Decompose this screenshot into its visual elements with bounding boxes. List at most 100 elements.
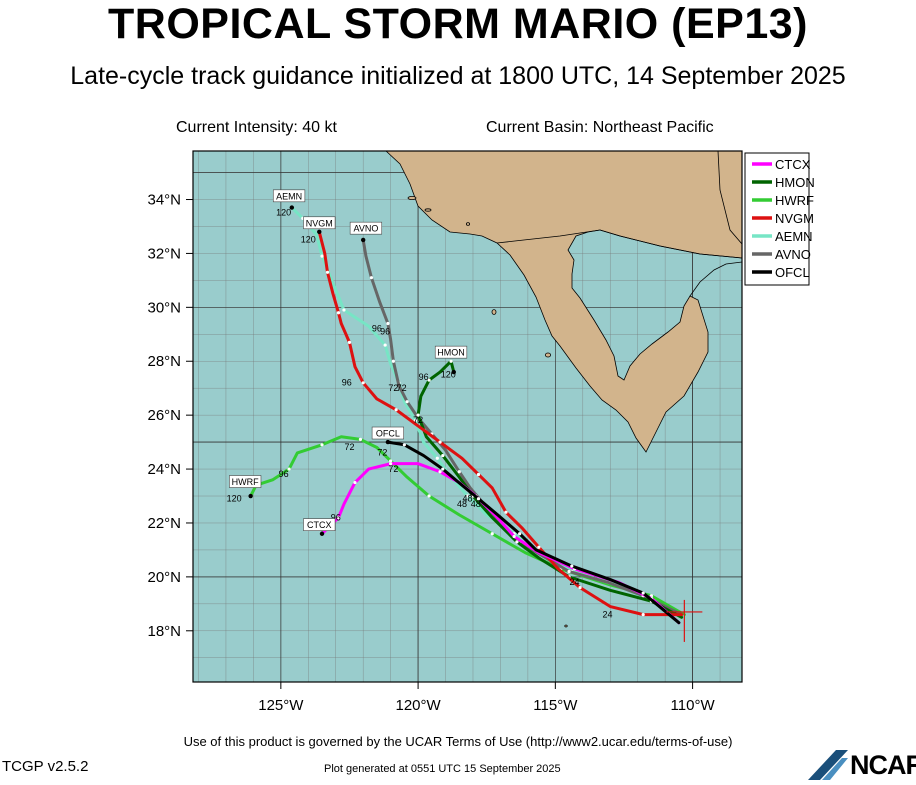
track-point (389, 462, 393, 466)
lon-tick-label: 120°W (395, 697, 441, 714)
track-tag-label: AVNO (354, 224, 379, 234)
lat-tick-label: 18°N (147, 623, 181, 640)
forecast-hour-label: 96 (380, 326, 390, 336)
track-tag-label: HWRF (232, 477, 259, 487)
track-hmon (416, 359, 684, 619)
model-tracks (248, 205, 686, 625)
track-tag-box (434, 345, 468, 359)
track-tag-box (371, 426, 404, 440)
forecast-hour-label: 72 (397, 383, 407, 393)
track-point (578, 586, 582, 590)
track-point (438, 440, 442, 444)
current-position-marker (666, 599, 703, 642)
logo-text: NCAR (850, 750, 916, 780)
track-point (441, 453, 445, 458)
track-point (449, 359, 453, 363)
forecast-hour-label: 48 (471, 499, 481, 509)
track-tag-label: OFCL (376, 429, 400, 439)
map-frame (192, 150, 743, 683)
plot-generated-time: Plot generated at 0551 UTC 15 September … (324, 763, 561, 775)
track-point (641, 613, 645, 617)
track-point (325, 270, 330, 274)
lat-tick-label: 26°N (147, 407, 181, 424)
axis-ticks: 18°N 20°N 22°N 24°N 26°N 28°N 30°N 32°N 34°N 125°… (147, 192, 715, 714)
track-point (441, 467, 445, 471)
forecast-hour-label: 72 (344, 442, 354, 452)
lat-tick-label: 20°N (147, 569, 181, 586)
lat-tick-label: 30°N (147, 299, 181, 316)
track-tag-label: CTCX (307, 520, 332, 530)
lat-tick-label: 28°N (147, 353, 181, 370)
islands (407, 195, 568, 628)
track-point (369, 276, 374, 280)
track-point (476, 497, 481, 501)
lat-tick-label: 32°N (147, 245, 181, 262)
track-end-point (360, 237, 366, 243)
track-end-point (451, 369, 456, 375)
track-point (342, 308, 346, 312)
track-point (287, 467, 291, 471)
legend-label: NVGM (775, 211, 814, 226)
track-point (413, 418, 417, 423)
border-line (689, 261, 742, 297)
graticule (193, 151, 742, 682)
current-basin: Current Basin: Northeast Pacific (486, 119, 714, 136)
track-point (416, 413, 420, 417)
legend-label: AEMN (775, 229, 813, 244)
track-point (515, 540, 519, 544)
track-point (641, 591, 645, 595)
track-point (567, 569, 571, 574)
track-point (405, 400, 409, 404)
forecast-hour-label: 96 (372, 324, 382, 334)
forecast-hour-label: 120 (227, 493, 242, 503)
page-subtitle: Late-cycle track guidance initialized at… (70, 62, 846, 90)
lon-tick-label: 115°W (533, 697, 578, 714)
track-point (512, 534, 516, 539)
track-point (537, 545, 541, 549)
track-tag-box (349, 221, 383, 235)
lat-tick-label: 22°N (147, 515, 181, 532)
page-title: TROPICAL STORM MARIO (EP13) (108, 0, 808, 48)
version-label: TCGP v2.5.2 (2, 758, 89, 775)
track-point (457, 470, 461, 474)
model-legend: CTCX HMON HWRF NVGM AEMN AVNO OFCL (744, 152, 815, 286)
lon-tick-label: 110°W (671, 697, 716, 714)
ncar-logo: NCAR (808, 746, 916, 780)
forecast-hour-label: 120 (301, 235, 316, 245)
track-tag-box (303, 216, 336, 230)
track-point (394, 408, 398, 412)
ncar-logo-mark (808, 750, 848, 780)
legend-label: AVNO (775, 247, 811, 262)
lat-tick-label: 24°N (147, 461, 181, 478)
track-nvgm (317, 230, 684, 617)
track-point (347, 340, 352, 344)
track-point (383, 343, 387, 347)
forecast-hour-label: 96 (331, 512, 341, 522)
track-point (570, 564, 574, 568)
track-point (427, 378, 431, 382)
track-tag-box (272, 189, 306, 203)
track-point (490, 532, 494, 536)
track-point (504, 510, 508, 514)
track-point (435, 456, 439, 460)
track-end-point (385, 439, 391, 445)
forecast-hour-label: 72 (388, 464, 398, 474)
forecast-hour-label: 96 (279, 469, 289, 479)
track-point (320, 443, 324, 447)
border-line (496, 229, 621, 244)
track-point (358, 437, 363, 442)
forecast-hour-label: 48 (462, 493, 472, 503)
forecast-hour-label: 120 (441, 369, 456, 379)
track-point (386, 321, 390, 326)
track-end-point (248, 493, 253, 499)
track-point (336, 311, 341, 315)
track-tag-label: HMON (437, 348, 465, 358)
current-intensity: Current Intensity: 40 kt (176, 119, 337, 136)
lon-tick-label: 125°W (258, 697, 304, 714)
forecast-hour-label: 72 (388, 383, 398, 393)
north-america-landmass (385, 151, 742, 453)
forecast-hour-label: 72 (377, 448, 387, 458)
track-point (389, 459, 393, 463)
